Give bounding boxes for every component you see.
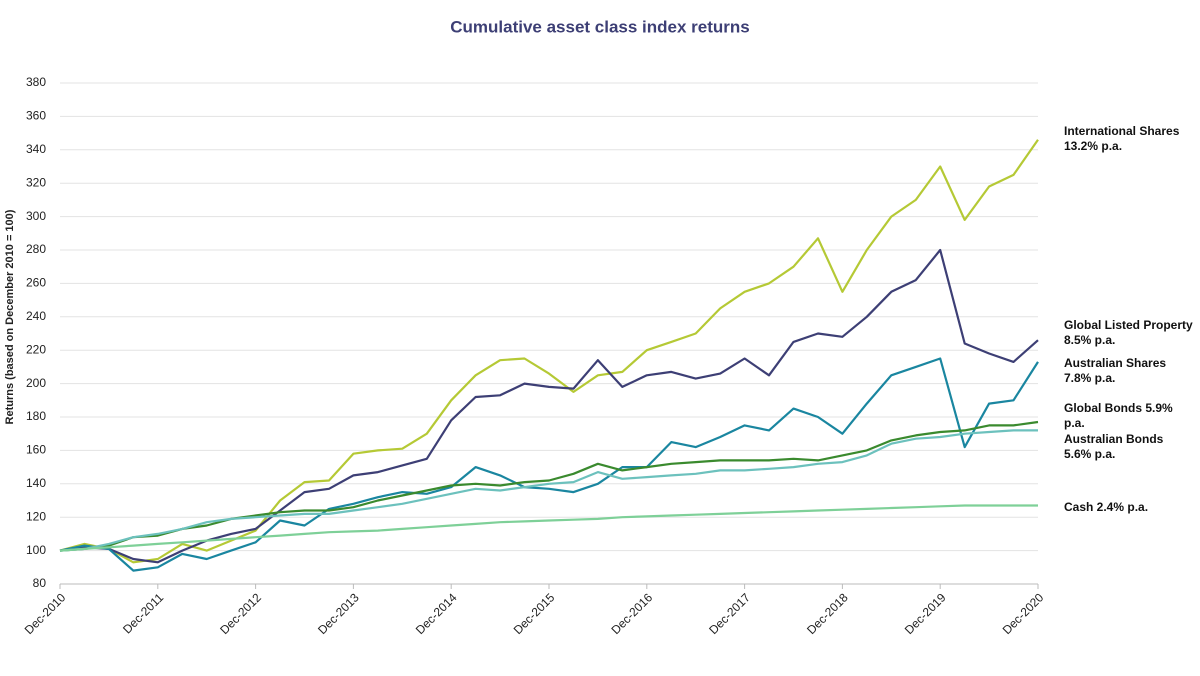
y-tick-label: 360 <box>26 109 46 123</box>
series-line <box>59 420 1039 552</box>
y-tick-label: 180 <box>26 409 46 423</box>
series-line <box>59 357 1039 572</box>
x-tick-label: Dec-2020 <box>1000 590 1047 637</box>
x-tick-label: Dec-2019 <box>902 590 949 637</box>
x-tick-label: Dec-2017 <box>706 590 753 637</box>
x-tick-label: Dec-2015 <box>511 590 558 637</box>
x-tick-label: Dec-2013 <box>315 590 362 637</box>
x-tick-label: Dec-2011 <box>120 590 166 636</box>
y-tick-label: 300 <box>26 209 46 223</box>
series-label: Global Bonds 5.9% p.a. <box>1064 401 1173 430</box>
x-tick-label: Dec-2010 <box>22 590 69 637</box>
series-line <box>59 429 1038 552</box>
y-tick-label: 200 <box>26 376 46 390</box>
series-line <box>59 139 1039 564</box>
y-tick-label: 380 <box>26 75 46 89</box>
y-tick-label: 280 <box>26 242 46 256</box>
series-label: Global Listed Property 8.5% p.a. <box>1064 318 1193 347</box>
x-tick-label: Dec-2012 <box>217 590 264 637</box>
y-tick-label: 220 <box>26 342 46 356</box>
y-tick-label: 160 <box>26 443 46 457</box>
series-label: Cash 2.4% p.a. <box>1064 500 1149 514</box>
y-tick-label: 100 <box>26 543 46 557</box>
series-label: Australian Bonds 5.6% p.a. <box>1064 432 1164 461</box>
y-axis-label: Returns (based on December 2010 = 100) <box>4 209 16 424</box>
series-line <box>59 248 1039 564</box>
series-line <box>59 504 1038 552</box>
y-tick-label: 340 <box>26 142 46 156</box>
x-tick-label: Dec-2018 <box>804 590 851 637</box>
y-tick-label: 80 <box>33 576 47 590</box>
x-tick-label: Dec-2014 <box>413 590 460 637</box>
y-tick-label: 260 <box>26 276 46 290</box>
chart-title: Cumulative asset class index returns <box>450 17 750 36</box>
y-tick-label: 120 <box>26 509 46 523</box>
series-label: Australian Shares 7.8% p.a. <box>1064 356 1167 385</box>
x-tick-label: Dec-2016 <box>608 590 655 637</box>
y-tick-label: 240 <box>26 309 46 323</box>
y-tick-label: 320 <box>26 175 46 189</box>
y-tick-label: 140 <box>26 476 46 490</box>
series-label: International Shares 13.2% p.a. <box>1064 124 1180 153</box>
